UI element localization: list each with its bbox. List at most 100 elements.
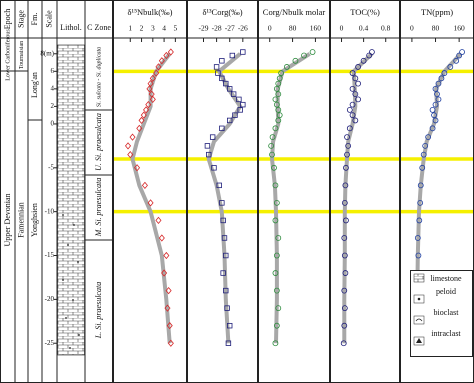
unit-labels: Lower Carboniferous Upper Devonian Tourn…	[3, 29, 103, 340]
data-point	[283, 64, 290, 70]
data-point	[225, 340, 232, 346]
x-tick-label: -28	[212, 24, 222, 33]
stage-label: Tournaisian	[19, 41, 25, 69]
column-header: Epoch	[3, 9, 12, 29]
data-point	[219, 125, 225, 132]
data-point	[221, 235, 228, 241]
data-point	[240, 49, 246, 55]
data-point	[224, 305, 230, 311]
data-point	[129, 133, 136, 141]
data-point	[155, 216, 162, 225]
data-point	[273, 101, 280, 108]
data-point	[343, 164, 349, 171]
data-point	[429, 125, 436, 132]
x-tick-label: 1	[128, 24, 132, 33]
data-point	[230, 91, 237, 97]
data-point	[124, 142, 132, 150]
data-point	[352, 117, 359, 124]
zone-label: Si. sulcata - Si. duplicata	[96, 47, 102, 107]
data-point	[355, 80, 361, 87]
trend-line	[342, 52, 374, 344]
data-point	[141, 181, 148, 189]
data-point	[273, 85, 280, 92]
data-point	[276, 75, 283, 82]
data-point	[341, 322, 348, 329]
data-point	[432, 117, 439, 124]
data-point	[341, 252, 348, 259]
x-tick-label: 0	[410, 24, 414, 33]
data-point	[134, 164, 141, 172]
data-point	[155, 63, 162, 71]
data-point	[147, 199, 154, 207]
data-point	[219, 58, 225, 64]
legend: limestone peloid bioclast intraclast	[410, 270, 473, 357]
zone-label: U. Si. praesulcata	[94, 113, 103, 171]
data-point	[272, 270, 279, 276]
data-point	[271, 164, 277, 171]
data-point	[453, 57, 460, 64]
x-tick-label: -29	[198, 24, 208, 33]
data-point	[422, 142, 429, 149]
data-point	[275, 107, 282, 113]
data-point	[209, 134, 216, 140]
data-point	[145, 101, 152, 109]
data-point	[292, 57, 299, 64]
data-point	[415, 252, 422, 259]
x-tick-label: -27	[225, 24, 235, 33]
column-header: Scale	[44, 10, 53, 28]
data-point	[435, 80, 442, 87]
data-point	[349, 85, 356, 92]
data-point	[342, 270, 349, 276]
data-point	[341, 199, 348, 206]
data-point	[167, 48, 174, 56]
data-point	[349, 70, 356, 76]
data-point	[273, 322, 280, 329]
column-headers: Epoch Stage Fm. Scale Lithol. C Zone	[3, 9, 112, 32]
y-tick-label: -15	[45, 251, 55, 259]
data-point	[275, 235, 282, 241]
data-point	[215, 70, 221, 76]
data-point	[161, 269, 168, 277]
panel-title: TOC(%)	[350, 7, 380, 17]
y-tick-label: -5	[48, 163, 54, 171]
x-tick-label: 80	[289, 24, 297, 33]
data-point	[275, 91, 282, 98]
x-tick-label: 160	[454, 24, 466, 33]
panel-title: δ¹⁵Nbulk(‰)	[128, 7, 173, 17]
data-point	[227, 117, 233, 124]
data-point	[219, 200, 225, 206]
data-point	[268, 142, 275, 149]
data-point	[419, 164, 426, 171]
data-point	[149, 95, 156, 104]
panel-title: δ¹³Corg(‰)	[202, 7, 242, 17]
data-point	[165, 286, 172, 295]
legend-label: limestone	[430, 274, 462, 283]
data-point	[344, 134, 350, 141]
legend-label: intraclast	[431, 329, 461, 338]
data-point	[223, 252, 229, 259]
data-point	[346, 107, 353, 113]
data-point	[273, 199, 280, 206]
data-point	[346, 125, 353, 132]
x-tick-label: 5	[173, 24, 177, 33]
panel-title: Corg/Nbulk molar	[263, 7, 326, 17]
data-point	[456, 52, 463, 59]
data-point	[223, 287, 229, 294]
data-point	[434, 91, 440, 98]
data-point	[366, 52, 373, 59]
data-point	[272, 217, 279, 224]
data-point	[167, 339, 174, 347]
data-point	[204, 143, 211, 149]
data-point	[143, 106, 150, 114]
data-point	[340, 340, 347, 347]
data-point	[276, 112, 283, 119]
y-tick-label: 8(m)	[40, 49, 54, 57]
data-point	[345, 142, 352, 149]
data-point	[166, 322, 173, 330]
data-point	[140, 111, 147, 119]
x-tick-label: -26	[238, 24, 248, 33]
data-point	[417, 182, 424, 189]
data-point	[459, 49, 465, 55]
